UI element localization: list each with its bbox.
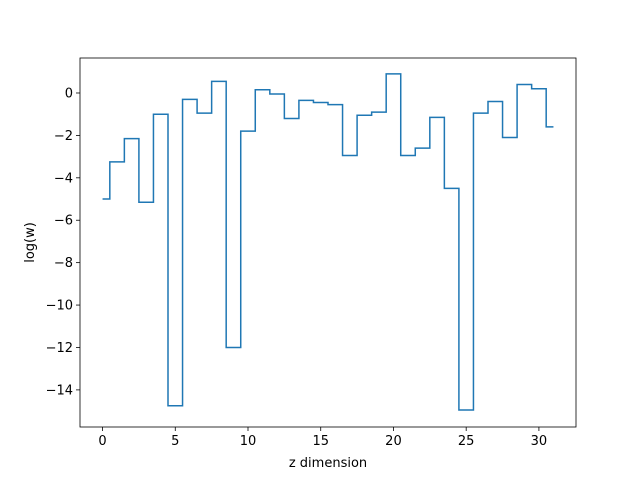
x-tick-label: 0	[98, 434, 106, 449]
y-tick-label: −8	[54, 256, 73, 271]
y-tick-label: −2	[54, 129, 73, 144]
x-tick-label: 5	[171, 434, 179, 449]
y-tick-label: −6	[54, 214, 73, 229]
x-tick-label: 25	[458, 434, 475, 449]
x-tick-label: 30	[531, 434, 548, 449]
x-tick-label: 15	[312, 434, 329, 449]
y-tick-label: −14	[46, 383, 73, 398]
y-axis-label: log(w)	[23, 222, 38, 263]
x-axis-ticks: 0 5 10 15 20 25 30	[98, 427, 547, 449]
y-tick-label: −4	[54, 171, 73, 186]
axes-frame	[79, 57, 577, 428]
x-tick-label: 10	[240, 434, 257, 449]
y-tick-label: −12	[46, 341, 73, 356]
y-tick-label: 0	[65, 86, 73, 101]
plot-area	[80, 58, 576, 427]
y-tick-label: −10	[46, 299, 73, 314]
x-axis-label: z dimension	[289, 456, 367, 471]
y-axis-ticks: 0 −2 −4 −6 −8 −10 −12 −14	[46, 86, 80, 398]
series-line	[102, 73, 554, 411]
x-tick-label: 20	[385, 434, 402, 449]
